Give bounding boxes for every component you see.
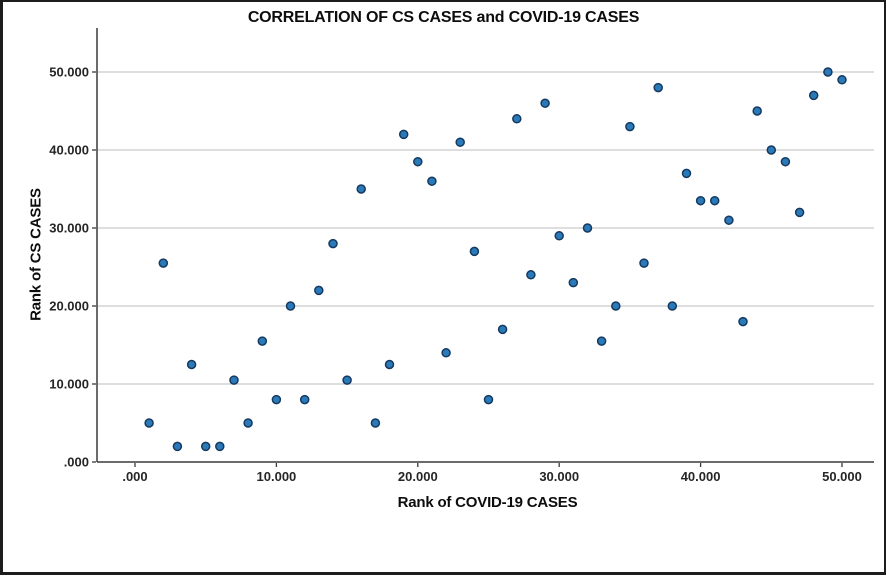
data-point bbox=[568, 277, 579, 288]
data-point bbox=[356, 184, 366, 194]
x-tick-label: .000 bbox=[122, 469, 147, 484]
data-point bbox=[172, 441, 183, 452]
data-point bbox=[540, 98, 550, 108]
data-point bbox=[370, 418, 381, 428]
data-point bbox=[794, 207, 805, 218]
data-point bbox=[625, 121, 635, 132]
data-point bbox=[342, 375, 352, 385]
data-point bbox=[441, 348, 451, 358]
data-point bbox=[469, 246, 480, 257]
y-tick-label: 50.000 bbox=[49, 65, 89, 80]
y-tick-label: 20.000 bbox=[49, 299, 89, 314]
data-point bbox=[483, 394, 494, 405]
data-point bbox=[299, 394, 310, 405]
scatter-plot: .000 10.000 20.000 30.000 40.000 50.000 .000 10… bbox=[49, 28, 874, 484]
data-point bbox=[780, 156, 791, 167]
x-tick-label: 10.000 bbox=[257, 469, 297, 484]
y-tick-label: 40.000 bbox=[49, 143, 89, 158]
data-point bbox=[413, 156, 423, 167]
data-point bbox=[639, 258, 649, 268]
data-point bbox=[766, 145, 777, 155]
x-tick-label: 50.000 bbox=[822, 469, 862, 484]
data-point bbox=[837, 75, 847, 85]
data-point bbox=[582, 223, 593, 233]
y-tick-label: 30.000 bbox=[49, 221, 89, 236]
data-point bbox=[229, 375, 239, 385]
chart-title: CORRELATION OF CS CASES and COVID-19 CAS… bbox=[247, 9, 640, 26]
data-point bbox=[554, 231, 564, 241]
x-tick-label: 20.000 bbox=[398, 469, 438, 484]
data-point bbox=[808, 90, 819, 101]
data-point bbox=[427, 176, 437, 186]
data-point bbox=[526, 270, 536, 280]
data-point bbox=[695, 195, 706, 206]
x-tick-label: 40.000 bbox=[681, 469, 721, 484]
y-tick-label: 10.000 bbox=[49, 377, 89, 392]
data-point bbox=[512, 114, 522, 124]
data-point bbox=[823, 67, 833, 77]
data-point bbox=[328, 238, 338, 249]
data-point bbox=[215, 441, 225, 452]
data-point bbox=[596, 336, 607, 346]
data-point bbox=[752, 106, 762, 116]
data-point bbox=[314, 285, 324, 296]
data-point bbox=[158, 258, 169, 268]
data-point bbox=[285, 301, 296, 311]
data-point bbox=[738, 316, 748, 327]
data-point bbox=[200, 441, 211, 452]
data-point bbox=[271, 394, 282, 405]
y-tick-label: .000 bbox=[64, 455, 89, 470]
x-tick-label: 30.000 bbox=[539, 469, 579, 484]
data-point bbox=[384, 359, 395, 370]
data-point bbox=[724, 215, 734, 225]
data-point bbox=[144, 418, 154, 428]
data-point bbox=[186, 359, 197, 370]
data-point bbox=[667, 301, 678, 311]
data-point bbox=[398, 129, 409, 140]
data-point bbox=[455, 137, 465, 147]
data-point bbox=[243, 418, 253, 428]
data-point bbox=[497, 324, 508, 335]
x-axis-title: Rank of COVID-19 CASES bbox=[397, 494, 578, 511]
data-point bbox=[653, 82, 663, 93]
data-point bbox=[257, 336, 268, 346]
data-point bbox=[611, 301, 621, 311]
data-point bbox=[681, 168, 692, 179]
data-point bbox=[709, 195, 720, 206]
